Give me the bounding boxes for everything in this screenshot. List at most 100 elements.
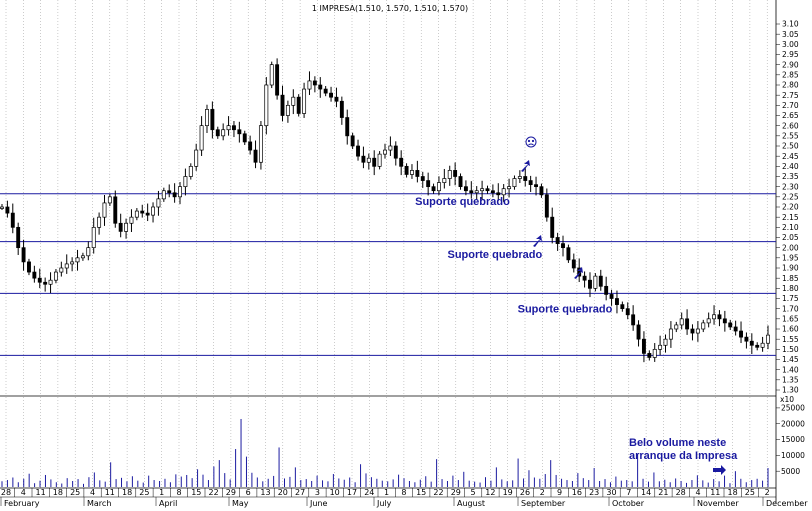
candle xyxy=(80,252,85,261)
candle xyxy=(647,350,652,361)
breakdown-arrow-icon xyxy=(533,235,542,247)
candle xyxy=(658,335,663,356)
candle xyxy=(528,175,533,192)
x-tick-label: 25 xyxy=(139,488,149,497)
candle xyxy=(172,183,177,203)
volume-axis-ticks: 25000 20000 15000 10000 5000 xyxy=(776,404,805,476)
candle xyxy=(566,244,571,263)
volume-tick-label: 25000 xyxy=(781,404,805,413)
price-tick-label: 1.60 xyxy=(782,325,799,334)
candle xyxy=(366,153,371,170)
x-tick-label: 1 xyxy=(384,488,389,497)
x-tick-label: 11 xyxy=(105,488,115,497)
candle xyxy=(75,249,80,271)
candle xyxy=(722,310,727,332)
price-tick-label: 2.40 xyxy=(782,162,799,171)
x-tick-label: 30 xyxy=(606,488,616,497)
candle xyxy=(474,186,479,201)
price-tick-label: 3.05 xyxy=(782,30,799,39)
volume-tick-label: 10000 xyxy=(781,451,805,460)
candle xyxy=(232,120,236,138)
x-tick-label: 10 xyxy=(330,488,340,497)
x-tick-label: 18 xyxy=(53,488,63,497)
candle xyxy=(334,87,339,108)
volume-scale-label: x10 xyxy=(780,395,794,404)
x-tick-label: 11 xyxy=(36,488,46,497)
candle xyxy=(517,170,522,184)
x-tick-label: 22 xyxy=(433,488,443,497)
x-tick-label: 12 xyxy=(485,488,495,497)
candle xyxy=(582,271,587,288)
candle xyxy=(151,202,155,223)
price-tick-label: 1.70 xyxy=(782,304,799,313)
candle xyxy=(604,276,609,301)
candle xyxy=(426,172,431,196)
price-tick-label: 2.05 xyxy=(782,233,799,242)
candle xyxy=(124,218,129,239)
candle xyxy=(59,261,64,277)
candle xyxy=(668,321,673,348)
candle xyxy=(383,143,387,159)
price-tick-label: 2.85 xyxy=(782,70,799,79)
candle xyxy=(393,141,398,166)
price-tick-label: 2.65 xyxy=(782,111,799,120)
price-tick-label: 2.30 xyxy=(782,182,799,191)
candle xyxy=(215,126,220,139)
candle xyxy=(323,86,328,97)
candle xyxy=(588,272,592,298)
price-tick-label: 1.50 xyxy=(782,345,799,354)
x-tick-label: 1 xyxy=(159,488,164,497)
price-tick-label: 2.15 xyxy=(782,213,799,222)
price-tick-label: 2.20 xyxy=(782,203,799,212)
x-tick-label: 29 xyxy=(451,488,461,497)
price-tick-label: 2.95 xyxy=(782,50,799,59)
price-tick-label: 2.75 xyxy=(782,91,799,100)
candle xyxy=(749,333,754,355)
candle xyxy=(178,181,182,205)
x-tick-label: 6 xyxy=(246,488,251,497)
candle xyxy=(269,61,274,89)
candle xyxy=(258,120,263,170)
candle xyxy=(350,132,355,150)
x-tick-label: 3 xyxy=(315,488,320,497)
month-label: August xyxy=(457,499,485,508)
volume-tick-label: 15000 xyxy=(781,435,805,444)
candle xyxy=(27,258,31,276)
candle xyxy=(5,200,10,218)
candle xyxy=(679,312,684,330)
support-lines xyxy=(0,193,776,356)
x-tick-label: 4 xyxy=(21,488,26,497)
x-tick-label: 18 xyxy=(122,488,132,497)
candle xyxy=(534,176,538,196)
x-tick-label: 29 xyxy=(226,488,236,497)
candle xyxy=(512,175,517,190)
candle xyxy=(285,100,290,123)
candle xyxy=(550,207,555,244)
candle xyxy=(712,305,717,325)
candle xyxy=(296,94,301,117)
price-tick-label: 2.10 xyxy=(782,223,799,232)
candle xyxy=(593,273,598,292)
candle xyxy=(64,254,69,274)
candle xyxy=(728,319,733,331)
candle xyxy=(701,319,706,333)
x-tick-label: 8 xyxy=(176,488,181,497)
candle xyxy=(167,184,172,198)
candle xyxy=(544,188,549,222)
candle xyxy=(431,183,436,194)
vertical-grid xyxy=(5,0,768,488)
chart-title: 1 IMPRESA(1.510, 1.570, 1.510, 1.570) xyxy=(312,4,468,13)
candle xyxy=(140,204,145,218)
candle xyxy=(571,253,576,273)
candle xyxy=(226,116,231,136)
candle xyxy=(345,109,350,145)
month-label: October xyxy=(612,499,645,508)
candle xyxy=(307,71,312,95)
price-tick-label: 2.55 xyxy=(782,131,799,140)
candle xyxy=(674,321,679,333)
candle xyxy=(188,163,193,180)
volume-note-line-1: Belo volume neste xyxy=(629,437,726,449)
price-tick-label: 2.35 xyxy=(782,172,799,181)
price-tick-label: 2.80 xyxy=(782,81,799,90)
price-tick-label: 1.40 xyxy=(782,365,799,374)
